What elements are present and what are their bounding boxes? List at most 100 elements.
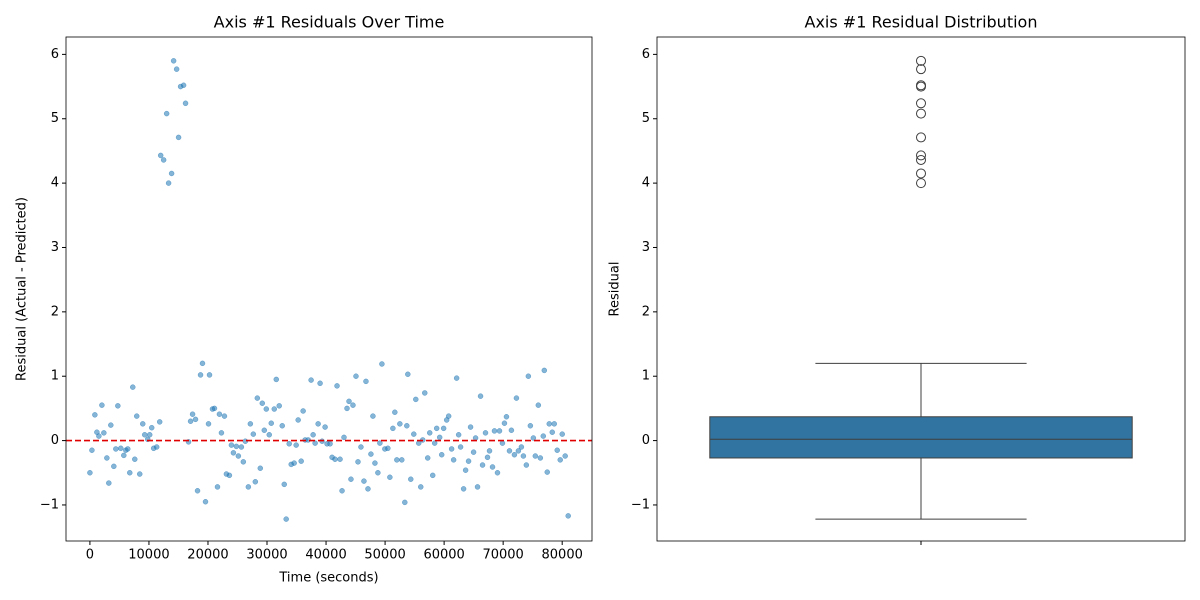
point bbox=[226, 472, 233, 479]
point bbox=[408, 476, 414, 482]
point bbox=[544, 469, 551, 475]
point bbox=[402, 499, 408, 506]
point bbox=[247, 421, 254, 427]
outlier bbox=[916, 168, 926, 179]
point bbox=[295, 417, 301, 423]
point bbox=[448, 446, 455, 452]
y-tick-label: 0 bbox=[51, 433, 59, 448]
point bbox=[221, 413, 228, 419]
point bbox=[562, 453, 568, 459]
point bbox=[165, 180, 172, 186]
outlier bbox=[916, 98, 926, 109]
y-tick-label: 0 bbox=[642, 433, 650, 448]
point bbox=[525, 373, 532, 379]
plot-frame bbox=[656, 36, 1186, 542]
point bbox=[372, 460, 378, 466]
point bbox=[245, 484, 252, 490]
point bbox=[118, 445, 124, 452]
point bbox=[460, 486, 467, 492]
point bbox=[261, 427, 268, 434]
point bbox=[486, 448, 493, 454]
point bbox=[387, 474, 393, 481]
x-tick-label: 10000 bbox=[128, 548, 169, 563]
point bbox=[431, 440, 438, 446]
point bbox=[108, 422, 114, 428]
x-tick-label: 80000 bbox=[542, 548, 583, 563]
y-tick-label: 6 bbox=[642, 47, 650, 62]
point bbox=[363, 378, 369, 385]
point bbox=[252, 479, 259, 485]
point bbox=[537, 455, 544, 461]
point bbox=[404, 423, 410, 429]
point bbox=[214, 484, 221, 490]
point bbox=[132, 456, 138, 463]
point bbox=[532, 453, 539, 459]
point bbox=[541, 367, 548, 374]
point bbox=[370, 413, 376, 419]
point bbox=[205, 421, 212, 427]
point bbox=[199, 360, 206, 367]
point bbox=[479, 462, 486, 468]
point bbox=[377, 440, 383, 446]
x-tick-label: 20000 bbox=[187, 548, 228, 563]
point bbox=[101, 430, 107, 436]
point bbox=[99, 402, 105, 408]
point bbox=[216, 411, 223, 417]
point bbox=[276, 403, 282, 409]
point bbox=[235, 453, 242, 459]
outlier bbox=[916, 108, 926, 119]
point bbox=[146, 432, 153, 438]
point bbox=[405, 371, 411, 378]
y-tick-label: 5 bbox=[51, 111, 59, 126]
point bbox=[279, 423, 285, 429]
point bbox=[308, 377, 314, 383]
point bbox=[160, 157, 167, 163]
point bbox=[417, 484, 424, 490]
point bbox=[168, 170, 175, 177]
point bbox=[496, 428, 503, 434]
point bbox=[462, 467, 469, 473]
y-tick-label: −1 bbox=[40, 497, 59, 512]
chart-title: Axis #1 Residual Distribution bbox=[805, 13, 1038, 32]
outlier bbox=[916, 154, 926, 165]
point bbox=[156, 419, 163, 425]
point bbox=[298, 458, 304, 464]
point bbox=[317, 380, 323, 387]
point bbox=[518, 444, 525, 450]
point bbox=[96, 433, 102, 439]
point bbox=[337, 456, 343, 463]
y-tick-label: 4 bbox=[642, 176, 650, 191]
point bbox=[141, 432, 148, 438]
point bbox=[327, 441, 333, 447]
point bbox=[465, 458, 472, 464]
outlier bbox=[916, 150, 926, 161]
point bbox=[197, 372, 204, 378]
x-axis-label: Time (seconds) bbox=[278, 571, 378, 586]
y-tick-label: 6 bbox=[51, 47, 59, 62]
point bbox=[148, 424, 155, 431]
point bbox=[411, 431, 417, 437]
x-tick-label: 0 bbox=[86, 548, 94, 563]
point bbox=[394, 457, 400, 463]
point bbox=[455, 432, 462, 438]
x-tick-label: 30000 bbox=[246, 548, 287, 563]
point bbox=[440, 425, 447, 432]
point bbox=[515, 448, 522, 454]
point bbox=[339, 488, 345, 494]
point bbox=[477, 393, 484, 399]
point bbox=[315, 421, 321, 427]
point bbox=[470, 449, 477, 455]
point bbox=[436, 434, 443, 441]
point bbox=[445, 413, 452, 419]
point bbox=[113, 446, 119, 452]
point bbox=[266, 432, 273, 438]
point bbox=[450, 457, 457, 463]
point bbox=[399, 457, 405, 463]
point bbox=[187, 418, 194, 425]
point bbox=[494, 470, 501, 476]
point bbox=[139, 421, 146, 427]
point bbox=[546, 421, 553, 427]
point bbox=[350, 402, 356, 408]
point bbox=[368, 451, 374, 457]
point bbox=[194, 488, 201, 494]
